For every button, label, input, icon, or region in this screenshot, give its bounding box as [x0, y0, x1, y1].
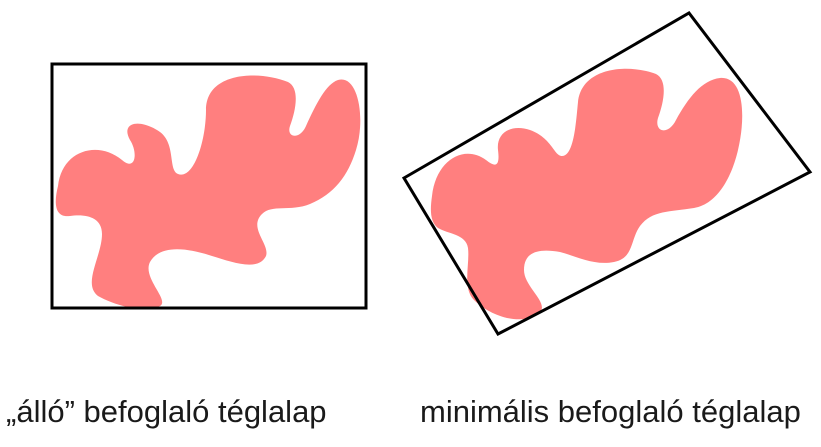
right-caption: minimális befoglaló téglalap — [420, 394, 801, 429]
right-blob-shape — [430, 68, 743, 320]
left-panel — [50, 62, 368, 310]
minimal-bounding-rectangle — [401, 11, 813, 336]
left-caption: „álló” befoglaló téglalap — [6, 394, 327, 429]
right-panel — [401, 11, 813, 336]
axis-aligned-bounding-rectangle — [50, 62, 368, 310]
left-blob-shape — [55, 75, 361, 309]
